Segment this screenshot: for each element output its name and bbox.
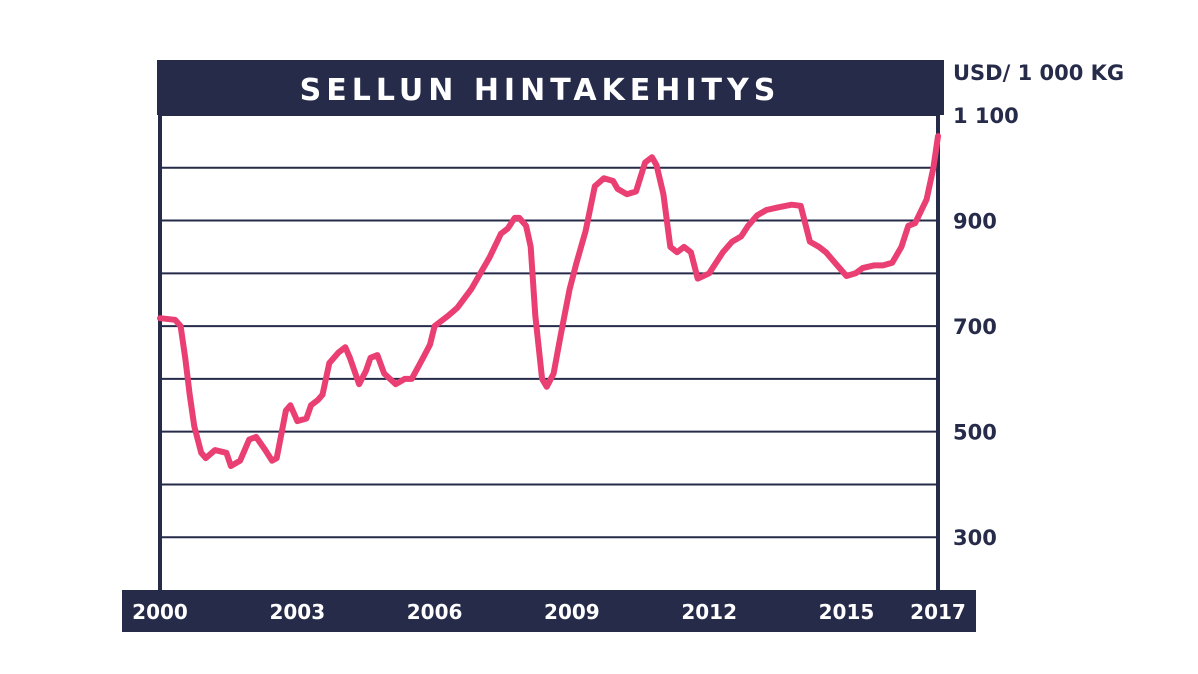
- y-tick-label: 900: [953, 210, 997, 234]
- y-tick-label: 1 100: [953, 104, 1019, 128]
- y-tick-labels: 1 100 900 700 500 300: [953, 104, 1019, 550]
- y-tick-label: 500: [953, 421, 997, 445]
- x-tick-label: 2009: [544, 600, 600, 624]
- chart-title: SELLUN HINTAKEHITYS: [300, 73, 781, 108]
- x-tick-label: 2017: [910, 600, 966, 624]
- x-tick-label: 2015: [819, 600, 875, 624]
- y-tick-label: 300: [953, 526, 997, 550]
- gridlines: [160, 114, 938, 539]
- title-bar: [157, 60, 944, 115]
- x-axis-bar: [122, 590, 976, 632]
- x-tick-label: 2000: [132, 600, 188, 624]
- y-tick-label: 700: [953, 315, 997, 339]
- series-line: [157, 133, 941, 469]
- x-tick-labels: 2000 2003 2006 2009 2012 2015 2017: [132, 600, 966, 624]
- x-tick-label: 2012: [681, 600, 737, 624]
- x-tick-label: 2003: [269, 600, 325, 624]
- y-axis-unit-label: USD/ 1 000 KG: [953, 61, 1124, 85]
- x-tick-label: 2006: [407, 600, 463, 624]
